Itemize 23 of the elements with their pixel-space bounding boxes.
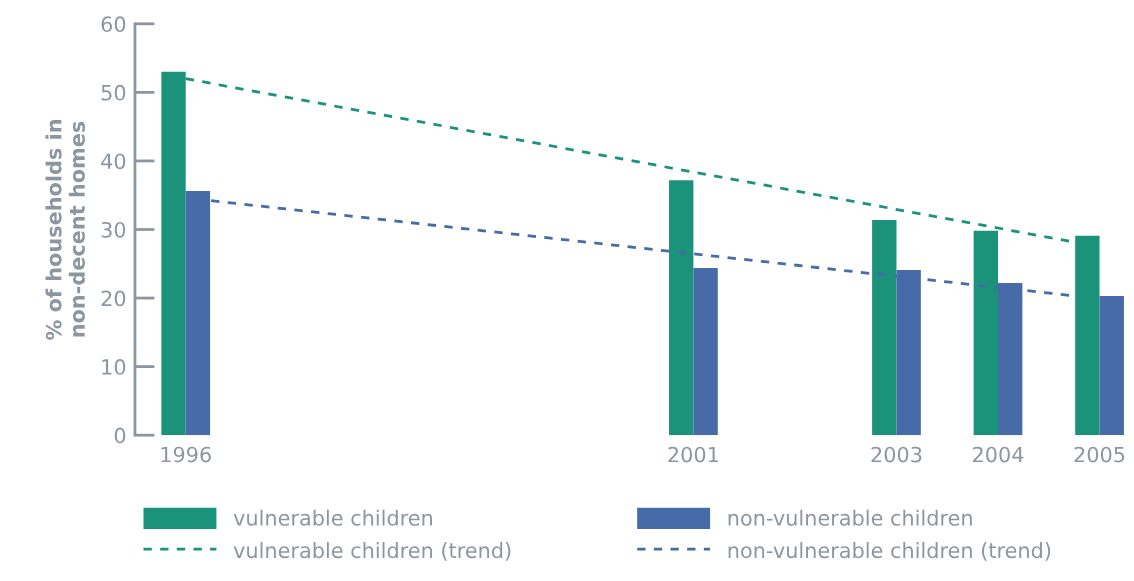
bar	[669, 180, 694, 436]
y-tick-label: 10	[102, 359, 126, 375]
y-tick-label: 50	[101, 84, 126, 101]
bar	[1099, 296, 1124, 436]
x-tick-label: 1996	[161, 446, 211, 463]
x-tick-label: 2005	[1074, 446, 1125, 463]
y-tick-label: 0	[114, 427, 126, 444]
bar	[1075, 235, 1100, 436]
y-tick-label: 20	[101, 290, 126, 307]
x-tick-label: 2001	[668, 446, 718, 463]
bar	[973, 230, 999, 436]
y-tick-label: 60	[101, 16, 126, 33]
y-tick-label: 40	[101, 153, 126, 170]
bar	[693, 267, 718, 436]
bar	[872, 219, 897, 436]
legend-label: non-vulnerable children (trend)	[728, 542, 1051, 561]
y-tick-label: 30	[101, 221, 126, 238]
legend-label: non-vulnerable children	[728, 509, 972, 526]
legend-label: vulnerable children (trend)	[233, 542, 511, 561]
x-tick-label: 2004	[973, 446, 1024, 463]
legend-label: vulnerable children	[233, 509, 433, 526]
y-axis-title: % of households in non-decent homes	[45, 120, 85, 340]
x-tick-label: 2003	[871, 446, 922, 463]
